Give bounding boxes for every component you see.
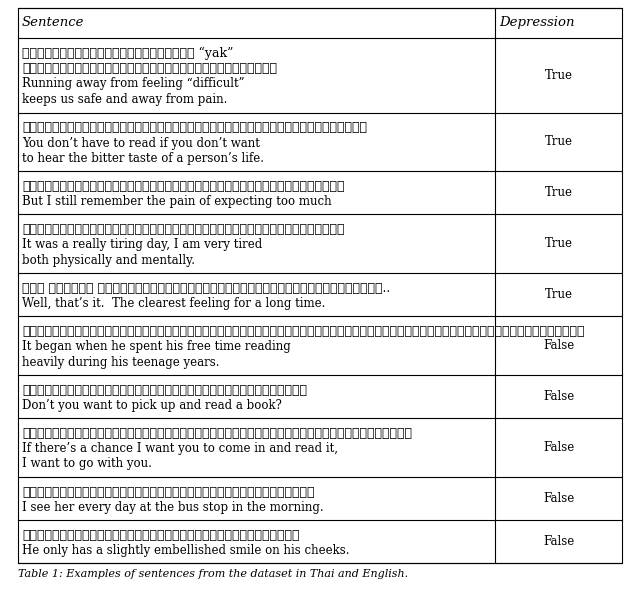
Text: True: True <box>545 135 573 148</box>
Text: ฉันเจอเธอทุกวันที่ป้ายรถประจำทางตอนเช้า: ฉันเจอเธอทุกวันที่ป้ายรถประจำทางตอนเช้า <box>22 485 314 498</box>
Text: It was a really tiring day, I am very tired: It was a really tiring day, I am very ti… <box>22 238 262 251</box>
Text: keeps us safe and away from pain.: keeps us safe and away from pain. <box>22 93 227 106</box>
Text: False: False <box>543 535 574 548</box>
Text: It began when he spent his free time reading: It began when he spent his free time rea… <box>22 340 291 353</box>
Text: both physically and mentally.: both physically and mentally. <box>22 254 195 267</box>
Text: True: True <box>545 69 573 82</box>
Text: Sentence: Sentence <box>22 17 84 29</box>
Text: แต่ยังจำความเจ็บจากการคาดหวังมากเกินไปได้ดี: แต่ยังจำความเจ็บจากการคาดหวังมากเกินไปได… <box>22 180 344 193</box>
Text: to hear the bitter taste of a person’s life.: to hear the bitter taste of a person’s l… <box>22 152 264 165</box>
Text: You don’t have to read if you don’t want: You don’t have to read if you don’t want <box>22 137 260 150</box>
Text: Running away from feeling “difficult”: Running away from feeling “difficult” <box>22 77 244 91</box>
Text: True: True <box>545 186 573 199</box>
Text: การวิ่งหนีความรู้สึกที่ “yak”: การวิ่งหนีความรู้สึกที่ “yak” <box>22 47 234 60</box>
Text: ถ้ามีโอกาสหนอยากให้พี่เข้ามาอ่านนะหนูอยากไปต่อกับพี่: ถ้ามีโอกาสหนอยากให้พี่เข้ามาอ่านนะหนูอยา… <box>22 427 412 440</box>
Text: Table 1: Examples of sentences from the dataset in Thai and English.: Table 1: Examples of sentences from the … <box>18 569 408 579</box>
Text: False: False <box>543 390 574 403</box>
Text: เป็นวันที่เหนือยจริงๆเหนือยทั้งกายและใจมากๆ: เป็นวันที่เหนือยจริงๆเหนือยทั้งกายและใจม… <box>22 223 344 236</box>
Text: เริ่มต้นขึ้นเมื่อเขาใช้เวลาว่างจากการอ่านหนังสืออย่างหนักหน่วงในช่วงวัยรุ่น: เริ่มต้นขึ้นเมื่อเขาใช้เวลาว่างจากการอ่า… <box>22 325 584 338</box>
Text: มตองอ่านถ้าไม่อยากฟังรสขมสุดตืนของชีวิตคนคนึ่ง: มตองอ่านถ้าไม่อยากฟังรสขมสุดตืนของชีวิตค… <box>22 121 367 134</box>
Text: เขามีเพียงรอยยิ้มประดับเล็กน้อยบนแก้ม: เขามีเพียงรอยยิ้มประดับเล็กน้อยบนแก้ม <box>22 528 300 541</box>
Text: False: False <box>543 492 574 505</box>
Text: He only has a slightly embellished smile on his cheeks.: He only has a slightly embellished smile… <box>22 544 349 557</box>
Text: I want to go with you.: I want to go with you. <box>22 457 152 470</box>
Text: Don’t you want to pick up and read a book?: Don’t you want to pick up and read a boo… <box>22 398 282 412</box>
Text: Well, that’s it.  The clearest feeling for a long time.: Well, that’s it. The clearest feeling fo… <box>22 297 325 310</box>
Text: อืม นั่นละ ความรู้สึกที่ชัดเจนที่สุดมาตั้งนานแล้ว..: อืม นั่นละ ความรู้สึกที่ชัดเจนที่สุดมาตั… <box>22 282 390 295</box>
Text: False: False <box>543 339 574 352</box>
Text: I see her every day at the bus stop in the morning.: I see her every day at the bus stop in t… <box>22 501 324 514</box>
Text: True: True <box>545 288 573 301</box>
Text: But I still remember the pain of expecting too much: But I still remember the pain of expecti… <box>22 195 332 208</box>
Text: ไม่คิดจะหยิบหนังสือชิ้นมาอ่านหน่อยหรือ: ไม่คิดจะหยิบหนังสือชิ้นมาอ่านหน่อยหรือ <box>22 384 307 397</box>
Text: False: False <box>543 441 574 454</box>
Text: Depression: Depression <box>499 17 575 29</box>
Text: If there’s a chance I want you to come in and read it,: If there’s a chance I want you to come i… <box>22 442 338 455</box>
Text: เกินไปทำให้เราปลอดภัยและไม่เจ็บปวด: เกินไปทำให้เราปลอดภัยและไม่เจ็บปวด <box>22 62 277 75</box>
Text: True: True <box>545 237 573 250</box>
Text: heavily during his teenage years.: heavily during his teenage years. <box>22 356 220 368</box>
